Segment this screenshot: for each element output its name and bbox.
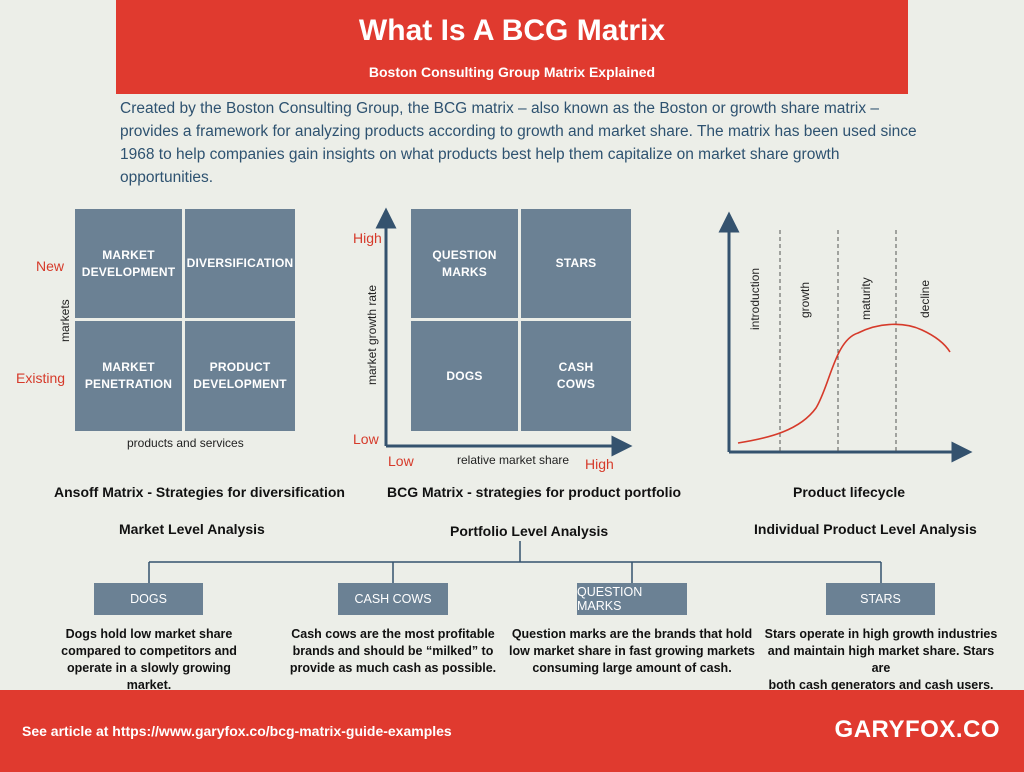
stage-decline-label: decline xyxy=(918,279,932,318)
bcg-y-low-label: Low xyxy=(353,431,379,447)
category-cash-cows: CASH COWS xyxy=(338,583,448,615)
category-cash-cows-desc: Cash cows are the most profitable brands… xyxy=(289,627,497,675)
footer-banner: See article at https://www.garyfox.co/bc… xyxy=(0,690,1024,772)
ansoff-diversification: DIVERSIFICATION xyxy=(185,209,295,318)
lifecycle-curve xyxy=(737,323,951,444)
bcg-y-high-label: High xyxy=(353,230,382,246)
bcg-level: Portfolio Level Analysis xyxy=(450,523,609,539)
lifecycle-caption: Product lifecycle xyxy=(793,484,906,500)
ansoff-y-axis-label: markets xyxy=(58,299,72,342)
category-dogs: DOGS xyxy=(94,583,203,615)
category-stars-desc: Stars operate in high growth industries … xyxy=(764,627,998,692)
page-title: What Is A BCG Matrix xyxy=(358,14,666,47)
category-stars: STARS xyxy=(826,583,935,615)
bcg-cash-cows: CASH COWS xyxy=(521,321,631,431)
ansoff-level: Market Level Analysis xyxy=(119,521,265,537)
category-dogs-desc: Dogs hold low market share compared to c… xyxy=(61,627,237,692)
bcg-dogs: DOGS xyxy=(411,321,518,431)
ansoff-new-label: New xyxy=(36,258,65,274)
bcg-x-axis-label: relative market share xyxy=(457,453,570,467)
bcg-y-axis-label: market growth rate xyxy=(365,284,379,385)
article-link[interactable]: See article at https://www.garyfox.co/bc… xyxy=(22,723,452,739)
category-question-marks-desc: Question marks are the brands that hold … xyxy=(509,627,755,675)
bcg-question-marks: QUESTION MARKS xyxy=(411,209,518,318)
stage-growth-label: growth xyxy=(798,281,812,318)
bcg-x-low-label: Low xyxy=(388,453,414,469)
page-subtitle: Boston Consulting Group Matrix Explained xyxy=(368,64,656,80)
ansoff-product-development: PRODUCT DEVELOPMENT xyxy=(185,321,295,431)
ansoff-market-penetration: MARKET PENETRATION xyxy=(75,321,182,431)
ansoff-existing-label: Existing xyxy=(16,370,66,386)
intro-paragraph: Created by the Boston Consulting Group, … xyxy=(120,100,917,186)
ansoff-caption: Ansoff Matrix - Strategies for diversifi… xyxy=(54,484,345,500)
ansoff-x-axis-label: products and services xyxy=(127,436,244,450)
header-banner: What Is A BCG Matrix Boston Consulting G… xyxy=(116,0,908,94)
bcg-stars: STARS xyxy=(521,209,631,318)
category-question-marks: QUESTION MARKS xyxy=(577,583,687,615)
lifecycle-level: Individual Product Level Analysis xyxy=(754,521,977,537)
stage-maturity-label: maturity xyxy=(859,277,873,320)
stage-introduction-label: introduction xyxy=(748,267,762,330)
ansoff-market-development: MARKET DEVELOPMENT xyxy=(75,209,182,318)
bcg-caption: BCG Matrix - strategies for product port… xyxy=(387,484,682,500)
bcg-x-high-label: High xyxy=(585,456,614,472)
brand-logo: GARYFOX.CO xyxy=(834,716,1000,743)
